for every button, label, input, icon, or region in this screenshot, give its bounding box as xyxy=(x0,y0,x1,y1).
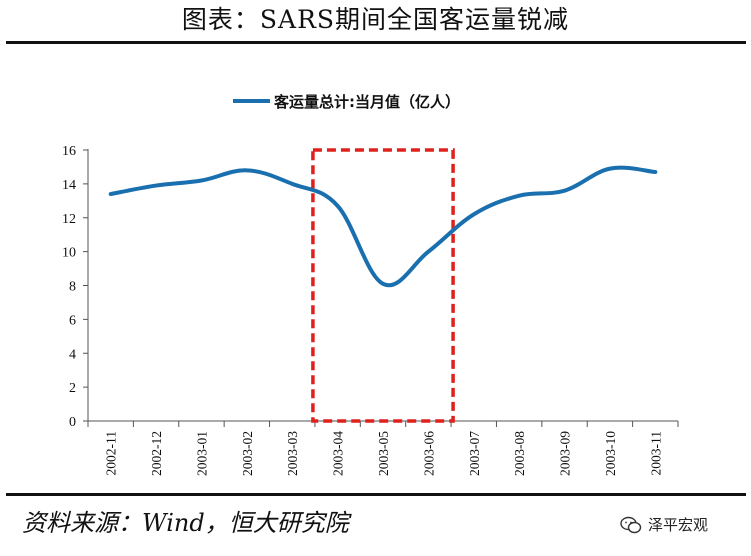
data-point xyxy=(472,212,476,216)
x-tick-label: 2002-12 xyxy=(149,431,164,476)
wechat-icon xyxy=(620,516,642,534)
data-point xyxy=(653,170,657,174)
top-divider xyxy=(6,41,746,44)
legend: 客运量总计:当月值（亿人） xyxy=(233,93,460,111)
x-tick-label: 2003-10 xyxy=(603,431,618,476)
x-tick-label: 2003-03 xyxy=(285,431,300,476)
x-tick-label: 2003-05 xyxy=(376,431,391,476)
x-tick-label: 2003-07 xyxy=(467,431,482,476)
data-point xyxy=(517,194,521,198)
data-point xyxy=(336,204,340,208)
y-tick-label: 8 xyxy=(69,280,76,295)
y-tick-label: 10 xyxy=(62,246,76,261)
data-point xyxy=(426,250,430,254)
x-tick-label: 2003-08 xyxy=(512,431,527,476)
y-tick-label: 0 xyxy=(69,415,76,430)
highlight-box xyxy=(311,148,455,423)
source-note: 资料来源：Wind，恒大研究院 xyxy=(22,509,349,537)
x-tick-label: 2002-11 xyxy=(104,431,119,476)
x-tick-label: 2003-06 xyxy=(421,431,436,476)
y-tick-label: 12 xyxy=(62,212,76,227)
data-point xyxy=(245,168,249,172)
y-tick-label: 6 xyxy=(69,313,76,328)
data-point xyxy=(199,178,203,182)
brand-watermark: 泽平宏观 xyxy=(620,512,708,538)
x-tick-label: 2003-11 xyxy=(648,431,663,476)
data-point xyxy=(381,282,385,286)
y-tick-label: 16 xyxy=(62,144,76,159)
page-title: 图表：SARS期间全国客运量锐减 xyxy=(181,5,570,34)
legend-label: 客运量总计:当月值（亿人） xyxy=(273,93,460,111)
brand-label: 泽平宏观 xyxy=(648,516,709,534)
bottom-divider xyxy=(6,493,746,496)
data-point xyxy=(154,184,158,188)
x-tick-label: 2003-04 xyxy=(331,431,346,476)
data-point xyxy=(109,192,113,196)
x-tick-label: 2003-01 xyxy=(194,431,209,476)
y-tick-label: 4 xyxy=(69,347,76,362)
data-point xyxy=(563,189,567,193)
y-tick-label: 14 xyxy=(62,178,76,193)
y-tick-label: 2 xyxy=(69,381,76,396)
x-tick-label: 2003-09 xyxy=(558,431,573,476)
data-point xyxy=(290,182,294,186)
data-point xyxy=(608,167,612,171)
series-line xyxy=(108,165,658,288)
x-tick-label: 2003-02 xyxy=(240,431,255,476)
